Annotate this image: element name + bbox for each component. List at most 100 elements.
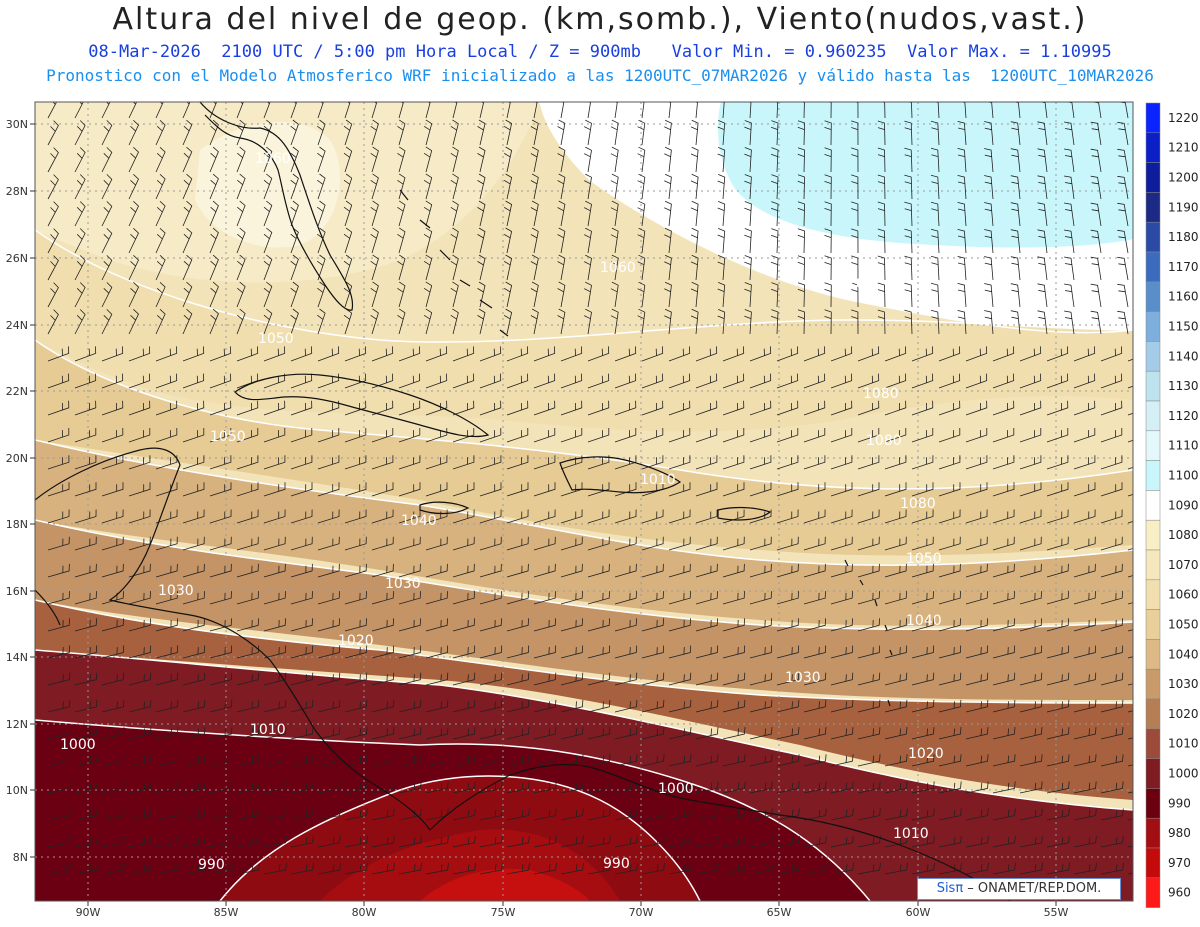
wind-barb [770,309,779,335]
wind-barb [1100,672,1124,686]
colorbar-swatch [1145,549,1161,581]
wind-barb [560,536,583,551]
wind-barb [533,645,557,659]
lat-tick-label: 18N [6,518,28,531]
wind-barb [47,228,59,254]
wind-barb [668,346,691,362]
wind-barb [128,672,152,686]
wind-barb [824,201,832,227]
lat-tick-label: 12N [6,718,28,731]
wind-barb [503,200,513,227]
wind-barb [263,808,287,821]
wind-barb [236,281,246,308]
wind-barb [587,699,611,713]
wind-barb [450,281,459,308]
wind-barb [479,835,503,848]
wind-barb [877,282,886,308]
wind-barb [423,119,433,146]
wind-barb [1100,618,1123,632]
wind-barb [695,482,718,497]
wind-barb [830,455,853,470]
wind-barb [155,255,166,281]
wind-barb [722,346,745,362]
wind-barb [695,591,718,605]
wind-barb [717,228,726,254]
wind-barb [1117,175,1129,200]
wind-barb [1019,672,1043,686]
wind-barb [317,808,341,821]
wind-barb [74,672,98,686]
wind-barb [128,282,139,308]
wind-barb [74,228,86,254]
wind-barb [695,428,718,443]
wind-barb [74,147,86,173]
wind-barb [452,563,475,578]
wind-barb [1073,754,1097,767]
wind-barb [992,672,1016,686]
wind-barb [641,428,664,443]
wind-barb [1073,781,1097,794]
wind-barb [506,808,530,821]
wind-barb [1019,346,1042,362]
lon-tick-label: 55W [1044,906,1069,919]
wind-barb [450,254,459,281]
wind-barb [1073,699,1097,713]
wind-barb [938,672,962,686]
wind-barb [263,591,286,605]
colorbar-label: 970 [1168,856,1191,870]
wind-barb [1046,563,1069,578]
wind-barb [770,201,779,227]
wind-barb [452,536,475,551]
wind-barb [128,428,151,443]
wind-barb [930,309,940,335]
wind-barb [830,862,854,875]
wind-barb [749,400,772,416]
wind-barb [877,120,886,146]
wind-barb [857,373,880,389]
wind-barb [587,536,610,551]
wind-barb [938,835,962,848]
wind-barb [128,228,139,254]
wind-barb [503,173,513,200]
wind-barb [776,482,799,497]
wind-barb [397,200,406,227]
wind-barb [668,400,691,416]
wind-barb [803,536,826,551]
wind-barb [398,754,422,767]
wind-barb [128,201,139,227]
contour-label: 1020 [338,633,374,649]
wind-barb [560,591,583,605]
wind-barb [209,281,219,308]
wind-barb [992,727,1016,740]
wind-barb [857,563,880,578]
wind-barb [209,346,232,362]
contour-label: 1100 [838,276,874,292]
wind-barb [803,400,826,416]
wind-barb [584,308,592,335]
wind-barb [830,835,854,848]
wind-barb [452,618,475,632]
wind-barb [371,808,395,821]
colorbar-swatch [1145,639,1161,670]
wind-barb [155,509,178,524]
colorbar-label: 1090 [1168,498,1199,512]
wind-barb [1037,229,1048,254]
wind-barb [803,645,827,659]
wind-barb [749,835,773,848]
wind-barb [584,119,592,146]
wind-barb [1019,455,1042,470]
wind-barb [47,201,59,227]
wind-barb [533,754,557,767]
wind-barb [904,255,913,281]
wind-barb [452,862,476,875]
wind-barb [506,373,529,389]
colorbar-swatch [1145,877,1161,908]
wind-barb [425,699,449,713]
wind-barb [425,536,448,551]
colorbar-label: 1120 [1168,409,1199,423]
wind-barb [397,281,406,308]
wind-barb [911,536,934,551]
wind-barb [425,482,448,497]
wind-barb [1100,645,1124,659]
wind-barb [398,862,422,875]
